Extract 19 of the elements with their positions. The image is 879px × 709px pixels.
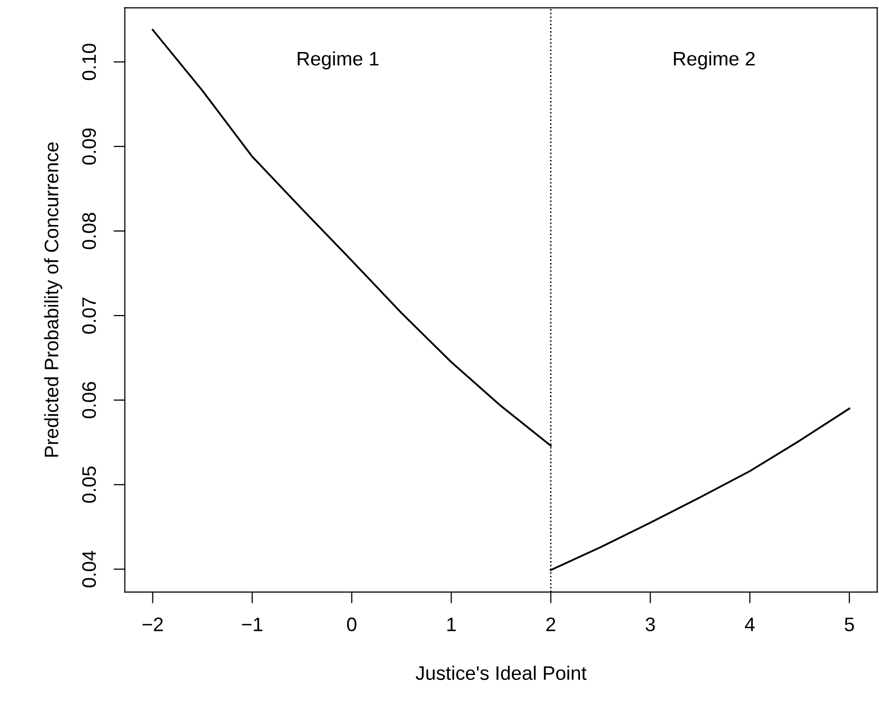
- annotation: Regime 2: [674, 51, 755, 70]
- x-tick-label: 3: [646, 618, 655, 632]
- x-tick-label: 0: [347, 618, 356, 632]
- x-tick-label: 1: [447, 618, 456, 632]
- y-tick-label: 0.10: [82, 44, 96, 80]
- x-tick-label: −1: [242, 618, 262, 632]
- y-tick-label: 0.08: [82, 212, 96, 250]
- x-tick-label: 2: [546, 618, 556, 632]
- y-tick-label: 0.05: [82, 466, 96, 503]
- y-tick-label: 0.06: [82, 382, 96, 418]
- x-tick-label: −2: [142, 618, 163, 632]
- y-tick-label: 0.07: [82, 298, 96, 334]
- y-axis-title: Predicted Probability of Concurrence: [44, 142, 62, 457]
- x-tick-label: 4: [744, 618, 755, 632]
- x-axis-title: Justice's Ideal Point: [416, 666, 587, 680]
- y-tick-label: 0.04: [82, 550, 96, 588]
- x-tick-label: 5: [844, 618, 854, 632]
- y-tick-label: 0.09: [82, 128, 96, 165]
- annotation: Regime 1: [298, 51, 378, 70]
